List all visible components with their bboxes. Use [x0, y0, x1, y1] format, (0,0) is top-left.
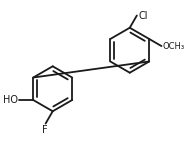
Text: OCH₃: OCH₃ — [163, 42, 185, 51]
Text: F: F — [42, 125, 48, 135]
Text: HO: HO — [3, 95, 18, 105]
Text: Cl: Cl — [138, 11, 148, 21]
